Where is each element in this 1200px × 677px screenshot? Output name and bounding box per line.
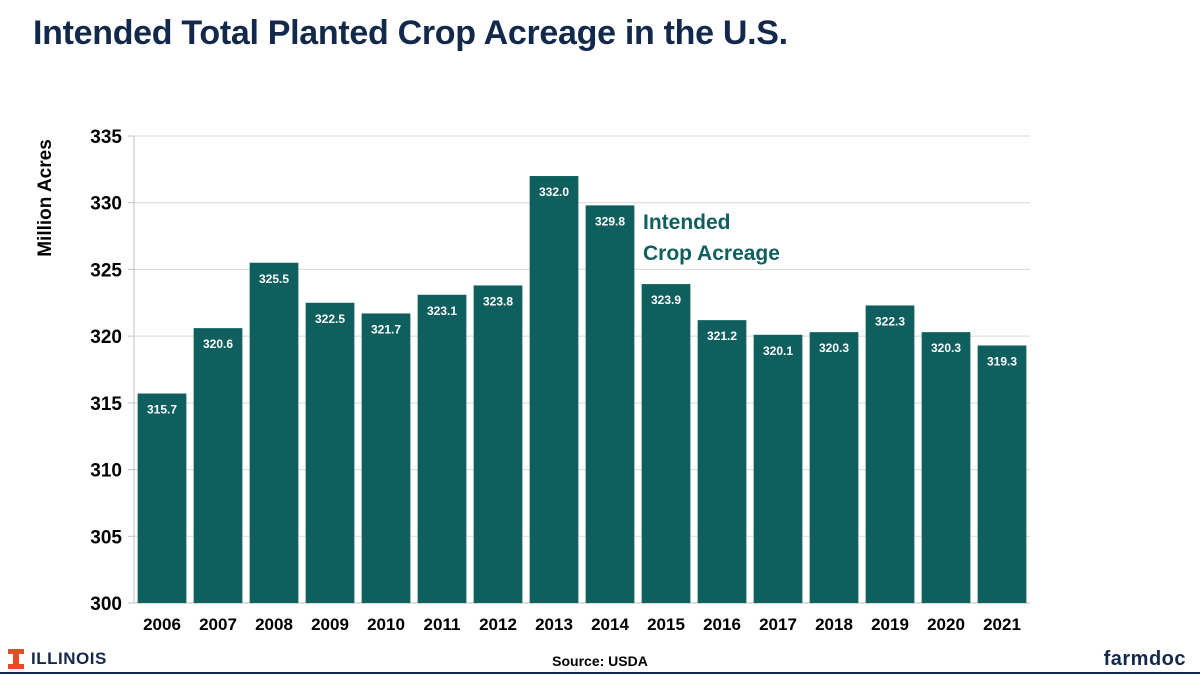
bar-2016 xyxy=(697,320,747,603)
bar-2020 xyxy=(921,332,971,603)
x-axis-ticks: 2006 2007 2008 2009 2010 2011 2012 2013 2014 2015… xyxy=(143,615,1021,634)
x-tick-label-2010: 2010 xyxy=(367,615,405,634)
data-label-2012: 323.8 xyxy=(483,294,513,308)
footer-rule xyxy=(0,672,1200,674)
x-tick-label-2015: 2015 xyxy=(647,615,685,634)
bar-2013 xyxy=(529,176,579,603)
x-tick-label-2018: 2018 xyxy=(815,615,853,634)
bar-2017 xyxy=(753,334,803,603)
data-label-2017: 320.1 xyxy=(763,344,793,358)
annotation-intended-crop-acreage: Intended Crop Acreage xyxy=(643,211,780,265)
x-tick-label-2017: 2017 xyxy=(759,615,797,634)
data-label-2021: 319.3 xyxy=(987,354,1017,368)
data-label-2010: 321.7 xyxy=(371,322,401,336)
y-axis-ticks: 300 305 310 315 320 325 330 335 xyxy=(90,127,134,615)
x-tick-label-2012: 2012 xyxy=(479,615,517,634)
data-label-2019: 322.3 xyxy=(875,314,905,328)
x-tick-label-2008: 2008 xyxy=(255,615,293,634)
chart-title: Intended Total Planted Crop Acreage in t… xyxy=(33,14,788,52)
bar-2010 xyxy=(361,313,411,603)
logo-text: ILLINOIS xyxy=(31,649,107,668)
bar-2019 xyxy=(865,305,915,603)
y-tick-label-315: 315 xyxy=(90,394,122,415)
bar-2009 xyxy=(305,302,355,603)
x-tick-label-2009: 2009 xyxy=(311,615,349,634)
bars: 315.7 320.6 325.5 322.5 321.7 323.1 323.8 332.0… xyxy=(137,176,1027,603)
y-tick-label-310: 310 xyxy=(90,461,122,482)
x-tick-label-2013: 2013 xyxy=(535,615,573,634)
bar-2021 xyxy=(977,345,1027,603)
bar-2008 xyxy=(249,262,299,603)
farmdoc-brand: farmdoc xyxy=(1103,648,1186,670)
data-label-2009: 322.5 xyxy=(315,312,345,326)
data-label-2015: 323.9 xyxy=(651,293,681,307)
x-tick-label-2011: 2011 xyxy=(424,615,461,634)
y-tick-label-325: 325 xyxy=(90,260,122,281)
x-tick-label-2016: 2016 xyxy=(703,615,741,634)
annotation-line-2: Crop Acreage xyxy=(643,242,780,265)
x-tick-label-2006: 2006 xyxy=(143,615,181,634)
illinois-logo: ILLINOIS xyxy=(8,649,107,669)
x-tick-label-2021: 2021 xyxy=(983,615,1021,634)
source-note: Source: USDA xyxy=(552,653,648,669)
x-tick-label-2007: 2007 xyxy=(199,615,237,634)
data-label-2006: 315.7 xyxy=(147,403,177,417)
data-label-2016: 321.2 xyxy=(707,329,737,343)
data-label-2007: 320.6 xyxy=(203,337,233,351)
data-label-2020: 320.3 xyxy=(931,341,961,355)
x-tick-label-2019: 2019 xyxy=(871,615,909,634)
y-tick-label-335: 335 xyxy=(90,127,122,148)
bar-2011 xyxy=(417,294,467,603)
y-tick-label-320: 320 xyxy=(90,327,122,348)
data-label-2008: 325.5 xyxy=(259,272,289,286)
y-tick-label-300: 300 xyxy=(90,594,122,615)
annotation-line-1: Intended xyxy=(643,211,731,234)
bar-2014 xyxy=(585,205,635,603)
y-tick-label-330: 330 xyxy=(90,194,122,215)
bar-2015 xyxy=(641,284,691,603)
bar-2006 xyxy=(137,393,187,603)
data-label-2018: 320.3 xyxy=(819,341,849,355)
y-axis-title: Million Acres xyxy=(35,139,56,257)
x-tick-label-2020: 2020 xyxy=(927,615,965,634)
data-label-2013: 332.0 xyxy=(539,185,569,199)
bar-2007 xyxy=(193,328,243,603)
y-tick-label-305: 305 xyxy=(90,527,122,548)
bar-2012 xyxy=(473,285,523,603)
data-label-2014: 329.8 xyxy=(595,214,625,228)
data-label-2011: 323.1 xyxy=(427,304,457,318)
block-i-icon xyxy=(8,649,24,669)
x-tick-label-2014: 2014 xyxy=(591,615,629,634)
bar-2018 xyxy=(809,332,859,603)
